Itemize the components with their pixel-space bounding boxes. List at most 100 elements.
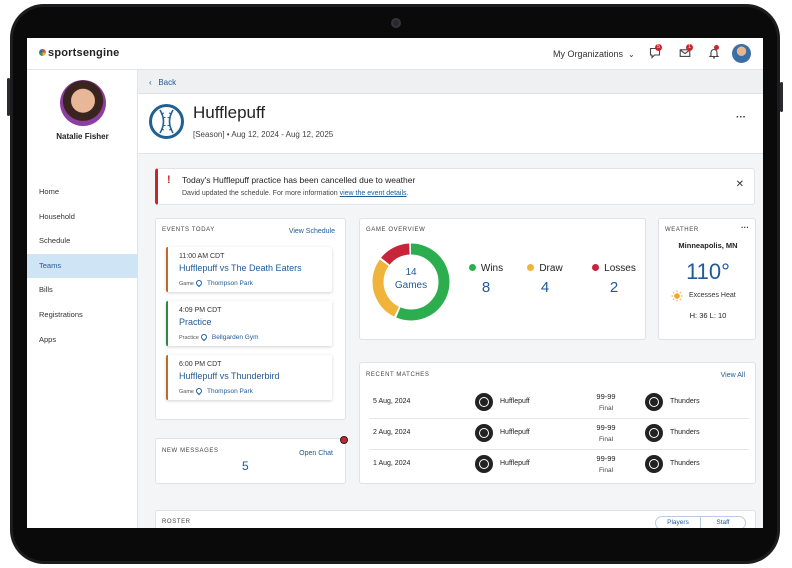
notification-dot [714,45,719,50]
weather-label: WEATHER [665,227,699,233]
team-more-menu-icon[interactable]: ··· [736,112,746,123]
power-button [780,82,783,112]
user-avatar[interactable] [732,44,751,63]
event-card[interactable]: 6:00 PM CDT Hufflepuff vs Thunderbird Ga… [166,355,332,400]
team-logo-icon [645,455,663,473]
location-pin-icon [194,386,204,396]
game-overview-label: GAME OVERVIEW [366,227,426,233]
close-icon[interactable]: ✕ [735,179,744,190]
weather-more-menu-icon[interactable]: ··· [741,223,749,232]
profile-avatar [60,80,106,126]
draws-stat: Draw 4 [522,263,568,296]
team-logo-icon [475,424,493,442]
bell-icon[interactable] [708,47,720,59]
sidebar-nav: Home Household Schedule Teams Bills Regi… [27,180,138,352]
sidebar-item-bills[interactable]: Bills [39,285,53,295]
chevron-left-icon: ‹ [149,78,152,87]
game-overview-card: GAME OVERVIEW 14 Games Wins 8 Draw 4 Los… [359,218,646,340]
main-content: ‹ Back Hufflepuff [Season] • Aug 12, 202… [138,70,763,528]
events-today-label: EVENTS TODAY [162,227,215,233]
sportsengine-logo[interactable]: sportsengine [39,47,119,59]
losses-value: 2 [609,279,619,296]
my-organizations-dropdown[interactable]: My Organizations ⌄ [553,49,635,59]
match-status: Final [598,405,614,412]
alert-title: Today's Hufflepuff practice has been can… [182,175,416,185]
event-title[interactable]: Hufflepuff vs The Death Eaters [179,263,302,273]
weather-card: WEATHER ··· Minneapolis, MN 110° Excesse… [658,218,756,340]
weather-city: Minneapolis, MN [678,241,738,250]
event-location[interactable]: Thompson Park [206,388,253,395]
cancellation-alert: ! Today's Hufflepuff practice has been c… [155,168,755,205]
new-messages-label: NEW MESSAGES [162,448,219,454]
match-row[interactable]: 1 Aug, 2024 Hufflepuff 99-99 Final Thund… [369,450,749,481]
top-bar: sportsengine My Organizations ⌄ 5 1 [27,38,763,70]
players-tab[interactable]: Players [655,516,701,528]
match-date: 5 Aug, 2024 [373,398,411,405]
weather-hi-lo: H: 36 L: 10 [689,311,727,320]
games-donut-chart [372,243,450,321]
match-row[interactable]: 5 Aug, 2024 Hufflepuff 99-99 Final Thund… [369,388,749,419]
match-score: 99-99 [596,392,616,401]
event-time: 6:00 PM CDT [179,361,222,368]
team-header: Hufflepuff [Season] • Aug 12, 2024 - Aug… [138,94,763,154]
season-dates: [Season] • Aug 12, 2024 - Aug 12, 2025 [193,130,334,139]
event-title[interactable]: Practice [179,317,212,327]
sun-icon [671,289,683,302]
away-team: Thunders [670,429,700,436]
event-card[interactable]: 4:09 PM CDT Practice Practice Bellgarden … [166,301,332,346]
match-score: 99-99 [596,454,616,463]
sidebar-item-schedule[interactable]: Schedule [39,236,71,246]
losses-dot [592,264,600,271]
team-logo-icon [645,393,663,411]
open-chat-link[interactable]: Open Chat [299,450,333,457]
sidebar-item-apps[interactable]: Apps [39,334,57,344]
wins-dot [468,264,476,271]
sidebar-item-household[interactable]: Household [39,211,75,221]
chevron-down-icon: ⌄ [628,50,635,59]
chat-badge: 5 [655,44,662,51]
view-all-link[interactable]: View All [720,372,745,379]
alert-subtitle: David updated the schedule. For more inf… [182,190,409,197]
location-pin-icon [199,332,209,342]
event-title[interactable]: Hufflepuff vs Thunderbird [179,371,280,381]
event-time: 4:09 PM CDT [179,307,222,314]
event-meta: Game Thompson Park [179,386,253,396]
event-location[interactable]: Bellgarden Gym [211,334,259,341]
wins-value: 8 [481,279,491,296]
event-card[interactable]: 11:00 AM CDT Hufflepuff vs The Death Eat… [166,247,332,292]
away-team: Thunders [670,398,700,405]
event-meta: Practice Bellgarden Gym [179,332,259,342]
sidebar: Natalie Fisher Home Household Schedule T… [27,70,138,528]
back-bar: ‹ Back [138,70,763,94]
event-meta: Game Thompson Park [179,278,253,288]
home-team: Hufflepuff [500,429,530,436]
unread-dot [340,436,348,444]
match-date: 1 Aug, 2024 [373,460,411,467]
sidebar-item-teams[interactable]: Teams [27,253,138,279]
event-details-link[interactable]: view the event details [339,190,407,197]
draws-value: 4 [540,279,550,296]
user-name: Natalie Fisher [56,132,109,141]
match-status: Final [598,467,614,474]
location-pin-icon [194,278,204,288]
back-link[interactable]: ‹ Back [149,78,177,87]
mail-icon[interactable] [679,47,691,59]
sidebar-item-registrations[interactable]: Registrations [39,309,83,319]
mail-badge: 1 [686,44,693,51]
volume-button [7,78,10,116]
games-label: Games [394,280,428,291]
match-score: 99-99 [596,423,616,432]
games-count: 14 [405,267,417,278]
new-messages-count: 5 [242,459,249,473]
match-status: Final [598,436,614,443]
view-schedule-link[interactable]: View Schedule [288,228,335,235]
event-location[interactable]: Thompson Park [206,280,253,287]
staff-tab[interactable]: Staff [700,516,746,528]
logo-mark-icon [39,49,46,56]
away-team: Thunders [670,460,700,467]
team-logo-icon [475,455,493,473]
baseball-icon [149,104,184,139]
donut-segment-draws [372,243,450,321]
sidebar-item-home[interactable]: Home [39,187,60,196]
match-row[interactable]: 2 Aug, 2024 Hufflepuff 99-99 Final Thund… [369,419,749,450]
